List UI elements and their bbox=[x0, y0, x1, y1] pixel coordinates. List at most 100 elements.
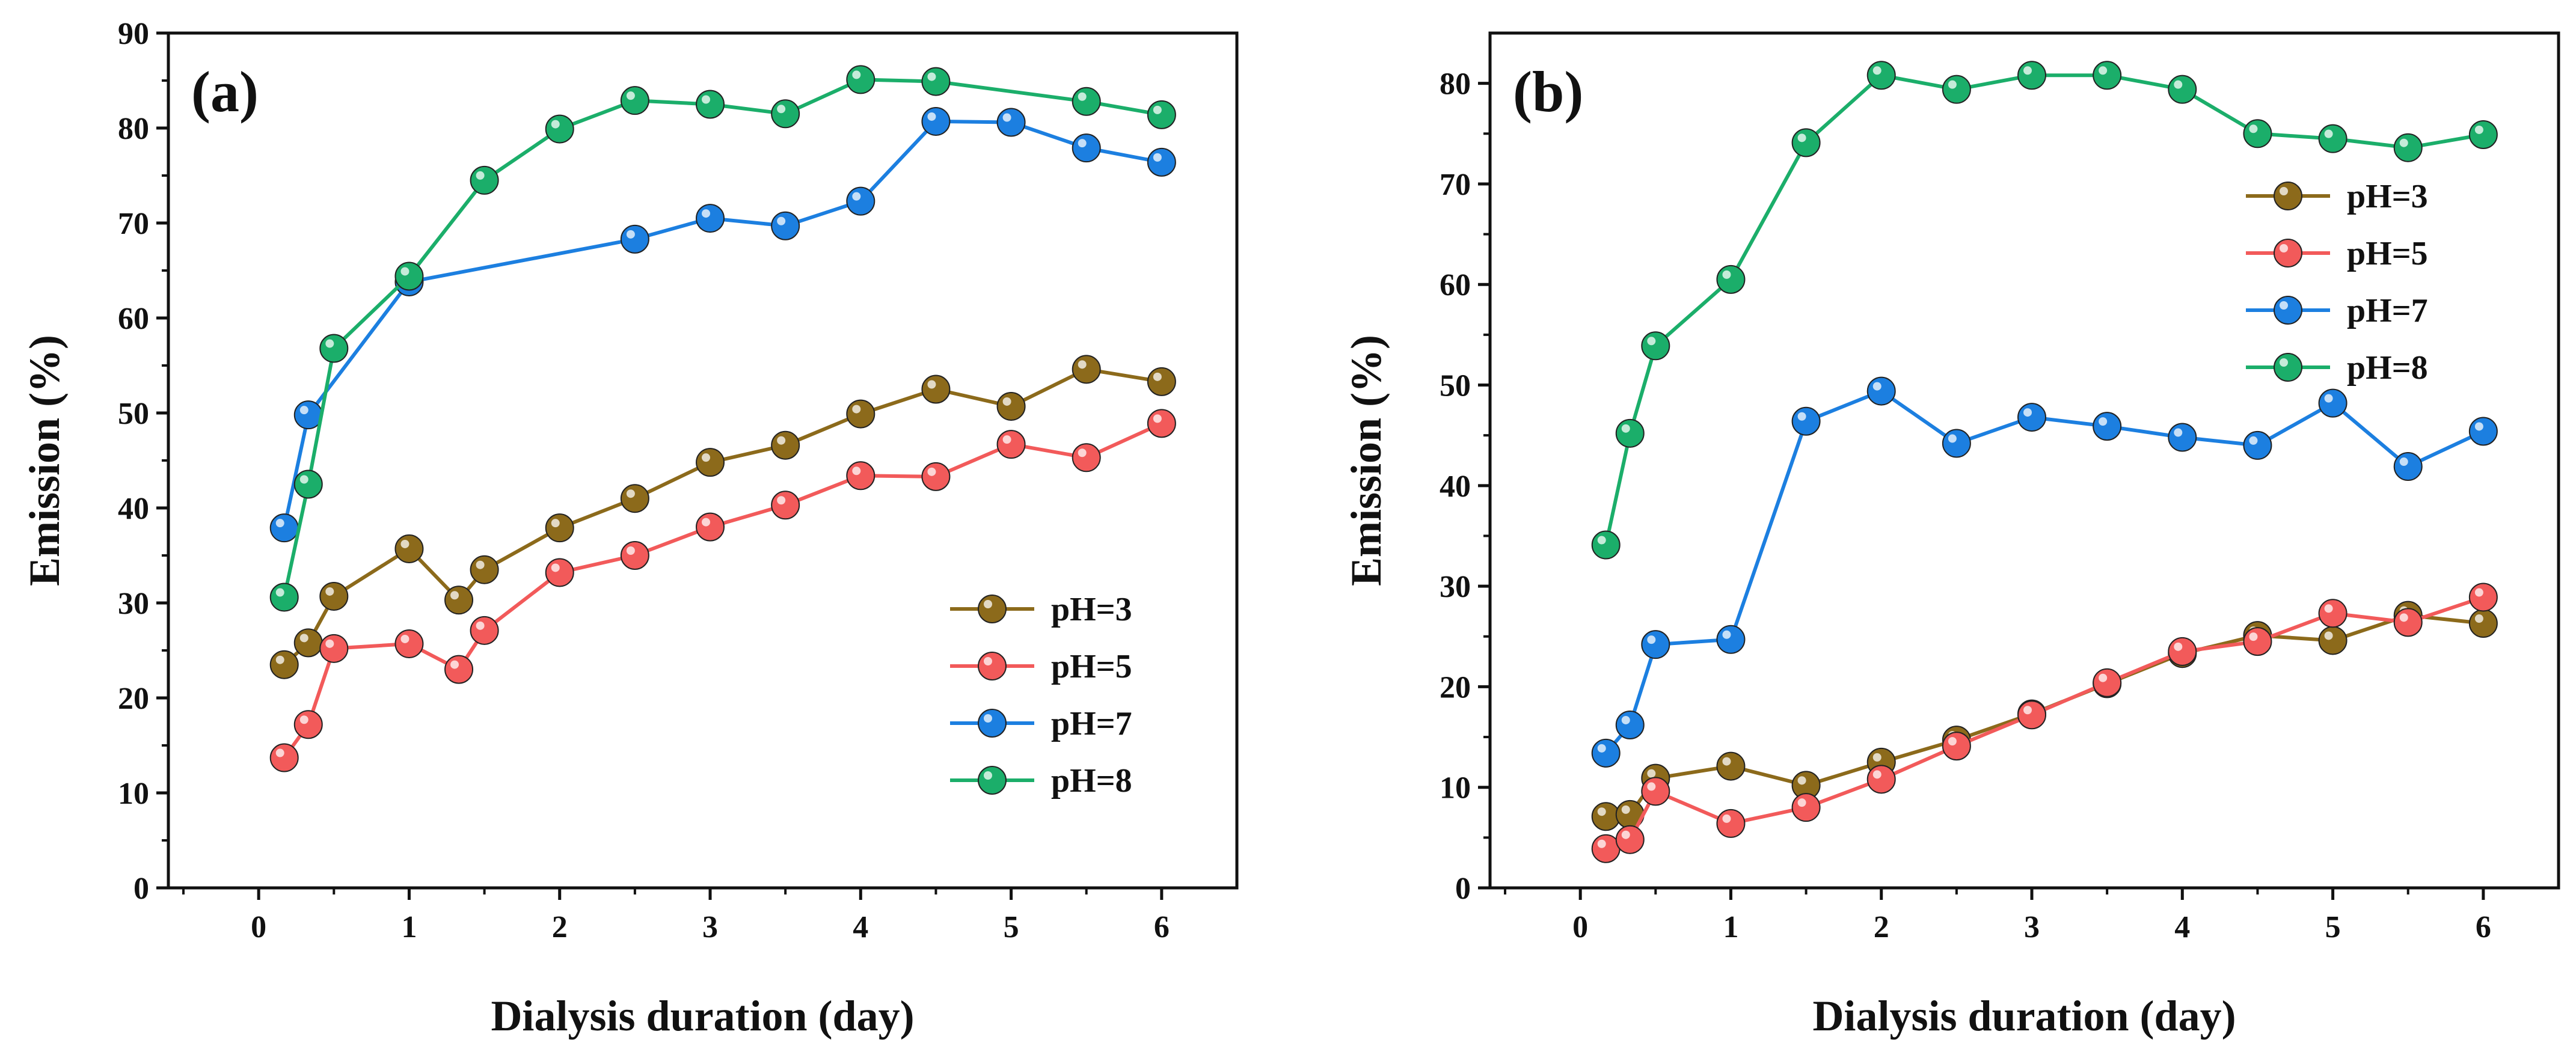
data-point bbox=[1072, 443, 1101, 472]
data-point bbox=[1866, 376, 1896, 406]
data-point-highlight bbox=[702, 518, 711, 527]
y-axis-title: Emission (%) bbox=[1342, 335, 1390, 586]
data-point-highlight bbox=[1621, 830, 1630, 839]
legend-label: pH=7 bbox=[2347, 292, 2428, 329]
data-point bbox=[1147, 409, 1176, 438]
data-point bbox=[996, 430, 1026, 459]
data-point bbox=[1147, 367, 1176, 396]
series-ph-7 bbox=[269, 106, 1176, 543]
data-point bbox=[2093, 61, 2122, 90]
legend-label: pH=8 bbox=[1051, 762, 1132, 800]
y-axis-title: Emission (%) bbox=[20, 335, 69, 586]
legend-marker bbox=[978, 709, 1007, 738]
y-tick-label: 20 bbox=[1440, 670, 1471, 705]
data-point bbox=[2393, 133, 2423, 162]
series-line bbox=[283, 421, 1163, 759]
data-point bbox=[921, 462, 951, 491]
y-tick-label: 80 bbox=[118, 112, 149, 146]
data-point-highlight bbox=[1621, 424, 1630, 433]
data-point-highlight bbox=[1078, 448, 1087, 457]
legend-marker bbox=[2274, 296, 2302, 325]
data-point bbox=[1615, 825, 1645, 854]
data-point bbox=[2168, 423, 2197, 452]
data-point-highlight bbox=[1872, 382, 1881, 391]
data-point bbox=[1072, 355, 1101, 384]
series-ph-5 bbox=[1591, 582, 2498, 863]
plot-frame bbox=[1488, 31, 2560, 890]
data-point bbox=[1147, 100, 1176, 129]
data-point-highlight bbox=[275, 588, 284, 597]
y-tick-label: 20 bbox=[118, 682, 149, 716]
data-point bbox=[2243, 430, 2272, 460]
y-tick-label: 40 bbox=[1440, 469, 1471, 504]
data-point bbox=[394, 534, 424, 563]
data-point bbox=[1942, 75, 1971, 104]
data-point bbox=[1641, 777, 1670, 806]
data-point bbox=[2393, 608, 2423, 637]
data-point bbox=[1147, 147, 1176, 177]
data-point bbox=[269, 743, 299, 772]
data-point-highlight bbox=[2099, 66, 2108, 75]
data-point bbox=[2168, 637, 2197, 666]
data-point bbox=[846, 186, 876, 216]
data-point bbox=[2017, 403, 2047, 432]
data-point-highlight bbox=[626, 230, 635, 239]
data-point-highlight bbox=[1153, 372, 1162, 381]
data-point bbox=[1072, 133, 1101, 163]
data-point-highlight bbox=[777, 436, 786, 445]
data-point-highlight bbox=[275, 655, 284, 664]
data-point bbox=[1641, 331, 1670, 361]
data-point bbox=[1615, 418, 1645, 448]
y-tick-label: 60 bbox=[118, 302, 149, 336]
data-point bbox=[771, 491, 800, 520]
x-tick-label: 2 bbox=[552, 910, 568, 944]
data-point bbox=[1716, 751, 1746, 781]
data-point bbox=[771, 99, 800, 129]
data-point bbox=[2243, 627, 2272, 656]
y-tick-label: 30 bbox=[118, 587, 149, 621]
data-point bbox=[2168, 75, 2197, 104]
data-point-highlight bbox=[1002, 397, 1011, 406]
data-point bbox=[2468, 609, 2498, 638]
legend-marker bbox=[978, 766, 1007, 795]
data-point-highlight bbox=[400, 539, 409, 548]
legend-marker bbox=[2274, 182, 2302, 210]
y-tick-label: 30 bbox=[1440, 570, 1471, 604]
data-point-highlight bbox=[400, 634, 409, 643]
data-point bbox=[1942, 429, 1971, 458]
legend-label: pH=3 bbox=[2347, 178, 2428, 215]
data-point bbox=[1791, 406, 1821, 436]
data-point bbox=[771, 430, 800, 460]
legend-label: pH=8 bbox=[2347, 349, 2428, 387]
data-point-highlight bbox=[2399, 613, 2408, 622]
legend-marker bbox=[2274, 353, 2302, 382]
data-point bbox=[620, 541, 649, 570]
series-ph-5 bbox=[269, 409, 1176, 772]
data-point bbox=[2093, 412, 2122, 441]
data-point-highlight bbox=[1797, 133, 1806, 142]
data-point bbox=[696, 90, 725, 119]
data-point-highlight bbox=[476, 171, 485, 180]
data-point-highlight bbox=[702, 209, 711, 218]
series-line bbox=[1604, 389, 2485, 754]
panel-label: (b) bbox=[1513, 60, 1583, 124]
data-point-highlight bbox=[1597, 807, 1606, 816]
data-point-highlight bbox=[325, 339, 334, 348]
series-ph-7 bbox=[1591, 376, 2498, 768]
data-point-highlight bbox=[1647, 769, 1656, 778]
data-point-highlight bbox=[2399, 138, 2408, 147]
data-point-highlight bbox=[551, 120, 560, 129]
data-point-highlight bbox=[400, 267, 409, 276]
x-tick-label: 3 bbox=[702, 910, 718, 944]
x-tick-label: 6 bbox=[1154, 910, 1170, 944]
data-point bbox=[1072, 87, 1101, 116]
data-point-highlight bbox=[852, 192, 861, 201]
data-point bbox=[545, 513, 574, 543]
data-point bbox=[696, 204, 725, 233]
legend-marker-highlight bbox=[984, 714, 992, 723]
y-tick-label: 70 bbox=[118, 207, 149, 241]
data-point bbox=[269, 582, 299, 612]
data-point-highlight bbox=[1597, 536, 1606, 545]
data-point-highlight bbox=[2249, 632, 2258, 641]
legend: pH=3 pH=5 pH=7 pH=8 bbox=[950, 591, 1132, 800]
